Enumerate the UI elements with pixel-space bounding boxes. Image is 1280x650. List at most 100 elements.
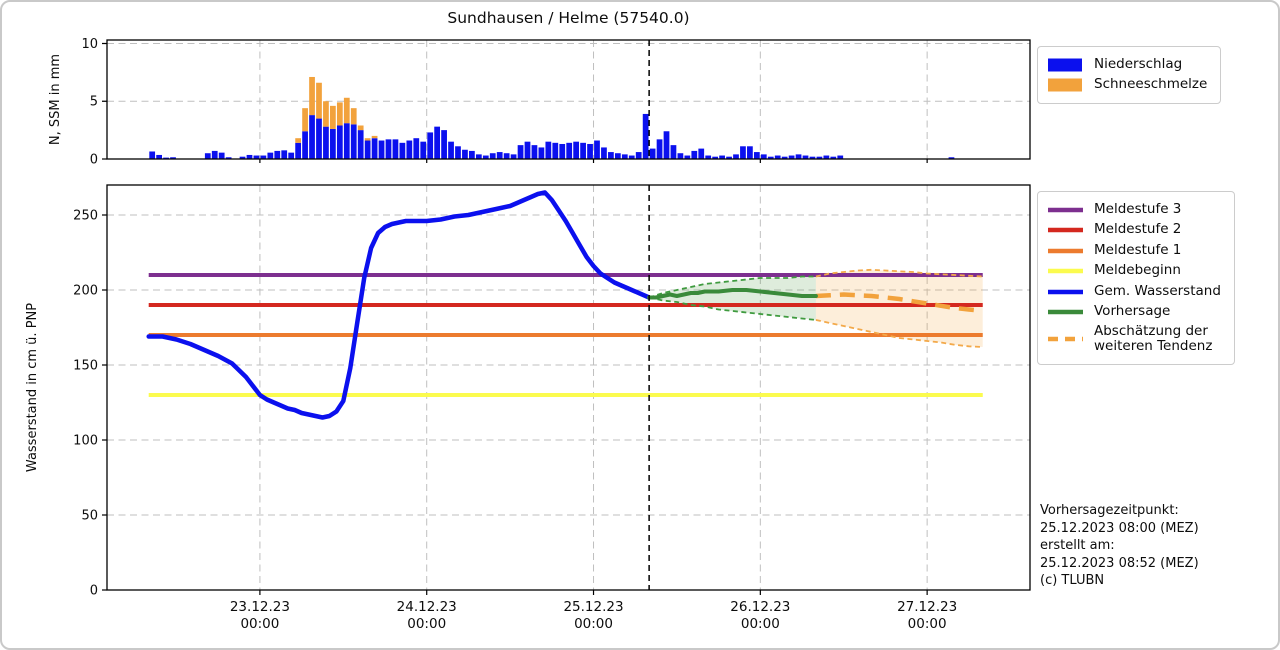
legend-label: Meldebeginn	[1094, 262, 1181, 279]
x-tick-label-time: 00:00	[240, 616, 279, 632]
niederschlag-bar	[218, 152, 225, 159]
schneeschmelze-bar	[330, 105, 336, 129]
niederschlag-bar	[336, 125, 343, 159]
niederschlag-bar	[705, 155, 712, 159]
niederschlag-bar	[740, 146, 746, 159]
x-tick-label-time: 00:00	[908, 616, 947, 632]
schneeschmelze-bar	[343, 97, 350, 124]
niederschlag-bar	[580, 142, 586, 159]
niederschlag-bar	[747, 146, 753, 159]
niederschlag-bar	[455, 146, 461, 159]
niederschlag-bar	[524, 141, 531, 159]
niederschlag-bar	[684, 155, 691, 159]
niederschlag-bar	[469, 150, 475, 159]
legend-item: Meldebeginn	[1047, 262, 1221, 280]
y-tick-label: 0	[90, 153, 98, 168]
x-tick-label-time: 00:00	[407, 616, 446, 632]
legend-label: Vorhersage	[1094, 303, 1171, 320]
schneeschmelze-swatch-icon	[1048, 78, 1082, 92]
annotation-line: Vorhersagezeitpunkt:	[1040, 503, 1179, 518]
vorhersage-unteres-band-line	[648, 296, 816, 321]
niederschlag-bar	[726, 156, 732, 159]
niederschlag-bar	[427, 132, 434, 159]
niederschlag-bar	[267, 152, 274, 159]
niederschlag-bar	[830, 156, 837, 159]
niederschlag-bar	[621, 154, 628, 159]
niederschlag-bar	[517, 145, 524, 159]
legend-item: Meldestufe 3	[1047, 201, 1221, 219]
niederschlag-bar	[462, 149, 468, 159]
legend-label: Meldestufe 3	[1094, 200, 1182, 217]
niederschlag-bar	[628, 155, 635, 159]
schneeschmelze-bar	[309, 76, 315, 116]
niederschlag-bar	[774, 155, 781, 159]
y-tick-label: 10	[81, 37, 98, 52]
niederschlag-bar	[475, 154, 482, 159]
niederschlag-bar	[482, 155, 489, 159]
niederschlag-bar	[309, 115, 315, 159]
niederschlag-bar	[371, 138, 378, 159]
precip-axis-label: N, SSM in mm	[48, 54, 63, 145]
gem-wasserstand-swatch-icon	[1048, 289, 1083, 294]
niederschlag-bar	[434, 126, 441, 159]
x-tick-label-time: 00:00	[741, 616, 780, 632]
gem-wasserstand-line	[146, 190, 652, 420]
niederschlag-bar	[663, 131, 670, 159]
vorhersage-unsicherheit-band	[649, 276, 816, 320]
schneeschmelze-bar	[357, 125, 364, 131]
legend-item: Meldestufe 2	[1047, 221, 1221, 239]
niederschlag-bar	[691, 150, 698, 159]
niederschlag-bar	[239, 156, 246, 159]
forecast-annotation: Vorhersagezeitpunkt: 25.12.2023 08:00 (M…	[1040, 502, 1199, 590]
y-tick-label: 200	[73, 284, 98, 299]
niederschlag-bar	[385, 139, 392, 159]
tendenz-unteres-band-line	[815, 319, 983, 348]
legend-item: Schneeschmelze	[1047, 76, 1207, 94]
niederschlag-bar	[649, 148, 656, 159]
niederschlag-bar	[246, 154, 253, 159]
niederschlag-bar	[837, 155, 844, 159]
niederschlag-bar	[760, 154, 767, 159]
niederschlag-bar	[948, 157, 955, 159]
meldestufe-2-swatch-icon	[1048, 227, 1083, 233]
niederschlag-bar	[489, 153, 496, 159]
niederschlag-bar	[149, 151, 156, 159]
meldestufe-3-swatch-icon	[1048, 207, 1083, 212]
niederschlag-bar	[642, 113, 649, 159]
niederschlag-bar	[260, 155, 267, 159]
page-title: Sundhausen / Helme (57540.0)	[447, 9, 690, 27]
niederschlag-bar	[545, 141, 552, 159]
niederschlag-bar	[295, 142, 302, 159]
niederschlag-bar	[496, 152, 503, 159]
tendenz-unsicherheit-band	[815, 269, 983, 347]
niederschlag-bar	[378, 140, 385, 159]
x-tick-label-time: 00:00	[574, 616, 613, 632]
niederschlag-bar	[767, 156, 774, 159]
y-tick-label: 0	[90, 584, 98, 599]
niederschlag-bar	[392, 139, 399, 159]
niederschlag-bar	[510, 154, 517, 159]
niederschlag-bar	[788, 155, 795, 159]
annotation-line: 25.12.2023 08:52 (MEZ)	[1040, 555, 1199, 571]
niederschlag-bar	[448, 141, 454, 159]
niederschlag-bar	[364, 140, 371, 159]
legend-label: Abschätzung der weiteren Tendenz	[1094, 322, 1213, 355]
niederschlag-bar	[323, 126, 329, 159]
waterlevel-panel: 05010015020025023.12.2300:0024.12.2300:0…	[25, 184, 1031, 632]
annotation-line: (c) TLUBN	[1040, 573, 1105, 588]
niederschlag-bar	[357, 130, 364, 159]
niederschlag-bar	[670, 145, 677, 159]
vorhersage-oberes-band-line	[648, 275, 816, 299]
legend-item: Vorhersage	[1047, 303, 1221, 321]
niederschlag-bar	[559, 143, 566, 159]
niederschlag-bar	[698, 148, 705, 159]
niederschlag-bar	[795, 154, 802, 159]
niederschlag-bar	[503, 153, 510, 159]
niederschlag-swatch-icon	[1048, 58, 1082, 71]
niederschlag-bar	[330, 128, 336, 159]
niederschlag-bar	[781, 156, 788, 159]
legend-label: Meldestufe 1	[1094, 241, 1182, 258]
x-tick-label-date: 24.12.23	[397, 599, 457, 615]
schneeschmelze-bar	[350, 108, 357, 125]
schneeschmelze-bar	[316, 82, 322, 119]
